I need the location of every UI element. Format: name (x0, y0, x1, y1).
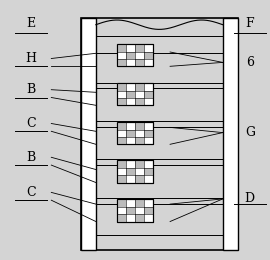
Bar (135, 44, 144, 51)
Text: 6: 6 (246, 56, 254, 69)
Text: C: C (26, 186, 36, 199)
Bar (81, 18, 238, 250)
Bar (117, 199, 153, 222)
Bar (223, 18, 238, 250)
Bar (117, 83, 153, 105)
Text: D: D (245, 192, 255, 205)
Bar (117, 98, 126, 105)
Bar (135, 98, 144, 105)
Bar (117, 160, 153, 183)
Bar (117, 160, 153, 183)
Text: F: F (245, 17, 254, 30)
Bar (126, 90, 135, 98)
Text: B: B (26, 151, 36, 164)
Bar (117, 160, 126, 168)
Text: E: E (26, 17, 36, 30)
Bar (126, 168, 135, 175)
Bar (117, 83, 126, 90)
Bar (117, 122, 153, 144)
Bar (117, 199, 153, 222)
Bar (117, 214, 126, 222)
Text: H: H (26, 52, 36, 65)
Bar (135, 59, 144, 66)
Bar (117, 44, 153, 66)
Bar (135, 83, 144, 90)
Text: G: G (245, 126, 255, 139)
Bar (135, 137, 144, 144)
Bar (117, 122, 153, 144)
Bar (144, 51, 153, 59)
Bar (117, 44, 126, 51)
Bar (144, 90, 153, 98)
Bar (135, 160, 144, 168)
Bar (81, 18, 96, 250)
Bar (117, 83, 153, 105)
Bar (126, 207, 135, 214)
Bar (144, 207, 153, 214)
Bar (135, 122, 144, 129)
Bar (117, 44, 153, 66)
Text: C: C (26, 117, 36, 130)
Bar (117, 199, 126, 207)
Bar (117, 122, 126, 129)
Bar (144, 129, 153, 137)
Bar (126, 51, 135, 59)
Bar (126, 129, 135, 137)
Bar (135, 199, 144, 207)
Bar (144, 168, 153, 175)
Bar (117, 59, 126, 66)
Bar (135, 175, 144, 183)
Bar (117, 175, 126, 183)
Bar (117, 137, 126, 144)
Bar (135, 214, 144, 222)
Text: B: B (26, 83, 36, 96)
